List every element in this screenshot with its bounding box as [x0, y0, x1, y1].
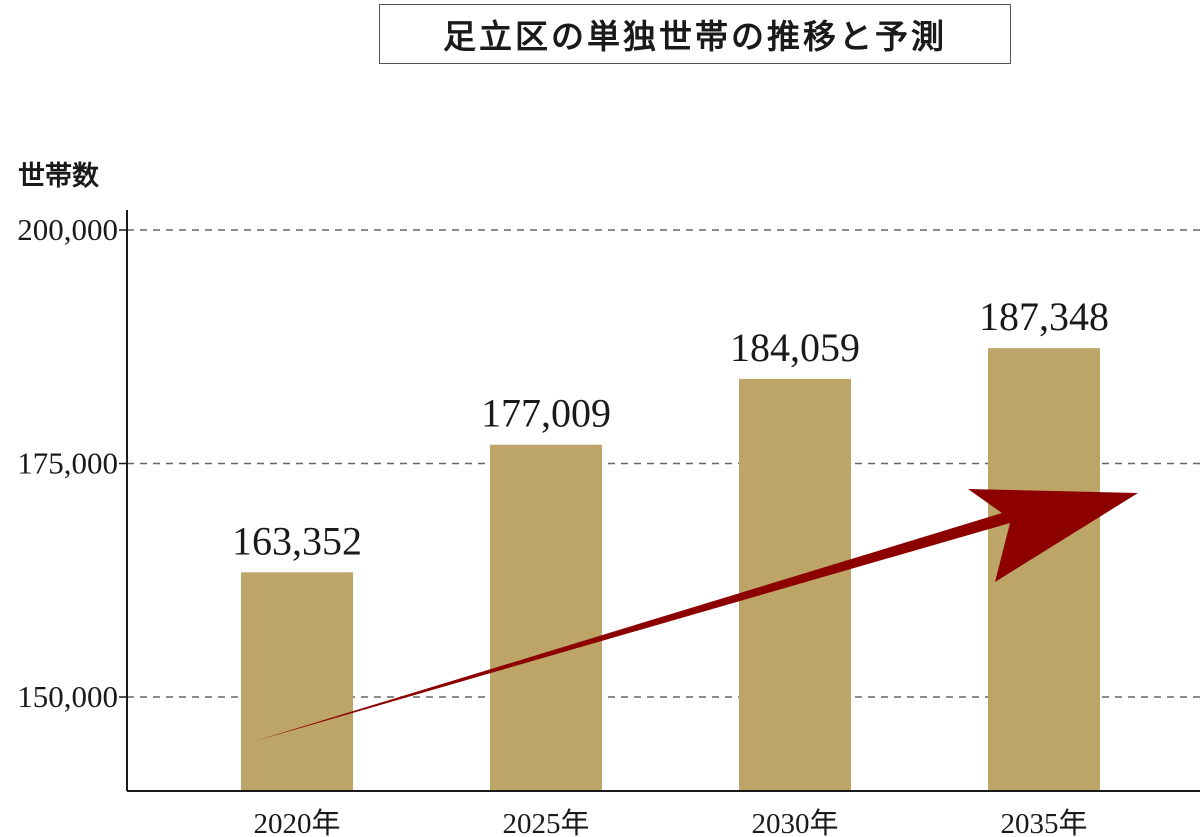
x-tick-label-2: 2030年: [751, 807, 838, 837]
trend-arrow-icon: [252, 489, 1138, 742]
x-tick-label-3: 2035年: [1000, 807, 1087, 837]
x-tick-label-1: 2025年: [502, 807, 589, 837]
data-label-3: 187,348: [979, 294, 1109, 339]
data-label-1: 177,009: [481, 391, 611, 436]
bar-0: [241, 572, 353, 791]
y-tick-label-2: 200,000: [17, 212, 118, 247]
y-tick-label-1: 175,000: [17, 446, 118, 481]
chart-title: 足立区の単独世帯の推移と予測: [379, 4, 1011, 64]
y-axis-label: 世帯数: [18, 161, 99, 192]
data-label-2: 184,059: [730, 325, 860, 370]
x-tick-label-0: 2020年: [253, 807, 340, 837]
y-tick-label-0: 150,000: [17, 679, 118, 714]
data-label-0: 163,352: [232, 518, 362, 563]
bar-1: [490, 444, 602, 791]
